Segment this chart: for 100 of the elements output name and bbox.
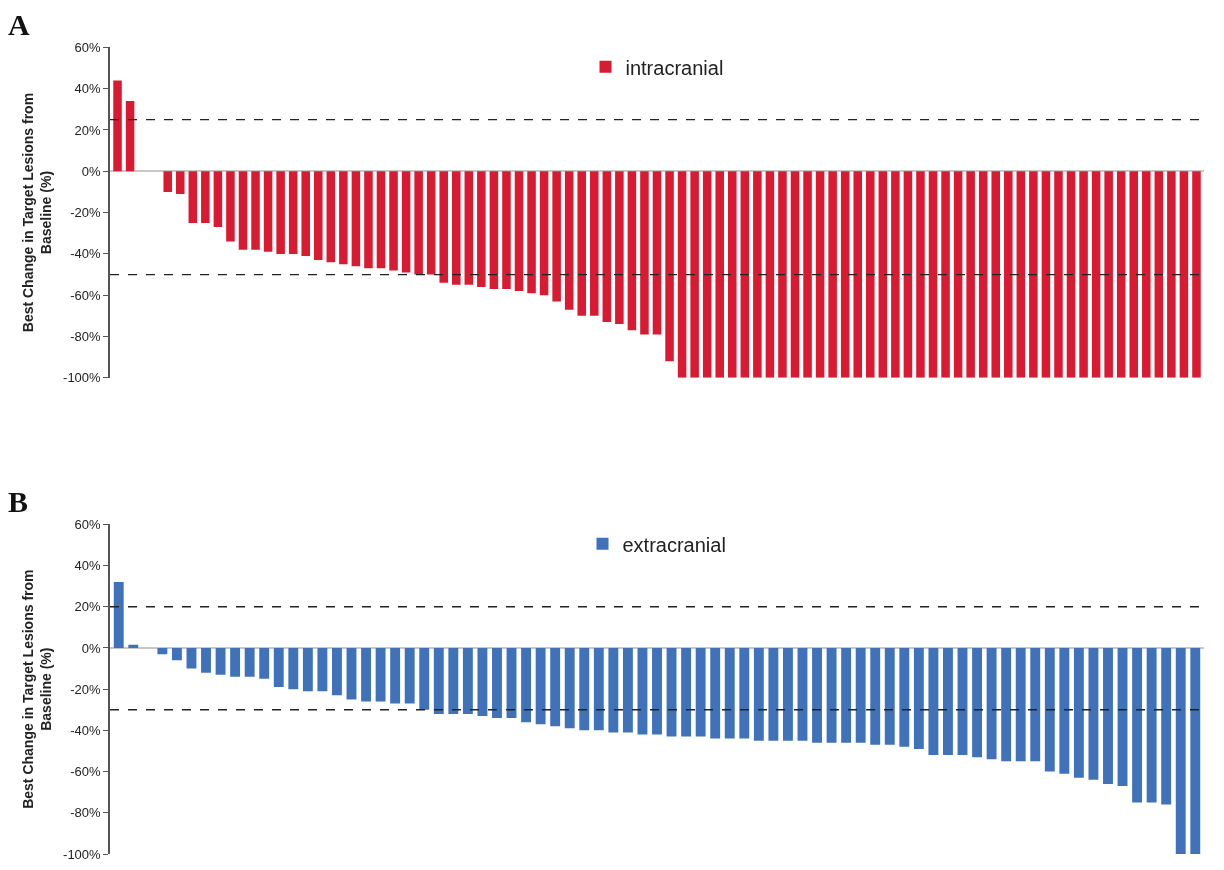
bar (812, 647, 822, 743)
bar (627, 171, 637, 331)
bar (1175, 647, 1186, 854)
bar (768, 647, 779, 741)
bar (841, 647, 852, 743)
bar (452, 171, 461, 285)
bar (288, 171, 298, 254)
bar (550, 647, 561, 727)
bar (1029, 171, 1038, 378)
bar (991, 171, 1000, 378)
bar (113, 582, 124, 648)
bar (1073, 647, 1084, 778)
bar (724, 647, 735, 739)
bar (462, 647, 473, 714)
bar (1146, 647, 1157, 803)
bar (276, 171, 285, 254)
bar (899, 647, 910, 747)
bar (652, 647, 662, 735)
bar (230, 647, 241, 677)
bar (339, 171, 348, 265)
bar (826, 647, 837, 743)
bar (514, 171, 524, 292)
bar (579, 647, 590, 731)
bar (273, 647, 284, 688)
bar (1103, 647, 1113, 784)
bar (702, 171, 712, 378)
bar (364, 171, 373, 269)
bar (419, 647, 430, 710)
bar (389, 171, 398, 271)
bar (1161, 647, 1172, 805)
bar (884, 647, 895, 745)
bar (1016, 171, 1026, 378)
y-tick-label: 0% (81, 640, 102, 656)
bar (972, 647, 982, 758)
bar (1041, 171, 1051, 378)
bar (577, 171, 586, 316)
bar (753, 647, 764, 741)
bar (715, 171, 724, 378)
y-tick-label: 40% (74, 81, 102, 97)
legend-label: extracranial (622, 533, 726, 556)
bar (1001, 647, 1012, 762)
y-tick-label: -100% (63, 370, 102, 386)
bar (815, 171, 825, 378)
bar (957, 647, 968, 756)
y-tick-label: -100% (63, 846, 102, 862)
bar (828, 171, 837, 378)
bar (477, 171, 486, 287)
bar (527, 171, 536, 294)
bar (375, 647, 386, 702)
bar (226, 171, 235, 242)
y-tick-label: -60% (70, 764, 102, 780)
bar (753, 171, 762, 378)
bar (797, 647, 808, 741)
bar (681, 647, 692, 737)
bar (790, 171, 800, 378)
bar (1129, 171, 1139, 378)
bar (666, 647, 677, 737)
bar (943, 647, 953, 756)
bar (740, 171, 750, 378)
bar (502, 171, 511, 289)
bar (301, 171, 310, 256)
bar (433, 647, 444, 714)
bar (1179, 171, 1189, 378)
y-tick-label: 0% (81, 163, 102, 179)
bar (928, 647, 939, 756)
bar (326, 171, 336, 263)
y-tick-label: -80% (70, 805, 102, 821)
bar (238, 171, 248, 250)
bar (622, 647, 633, 733)
bar (157, 647, 168, 655)
bar (870, 647, 881, 745)
bar (201, 171, 210, 223)
bar (1015, 647, 1026, 762)
y-tick-label: -80% (70, 329, 102, 345)
bar (314, 171, 323, 261)
bar (853, 171, 862, 378)
bar (640, 171, 649, 335)
bar (690, 171, 699, 378)
bar (593, 647, 604, 731)
bar (564, 647, 575, 729)
bar (489, 171, 499, 289)
bar (288, 647, 299, 690)
bar (426, 171, 436, 275)
bar (966, 171, 975, 378)
bar (778, 171, 787, 378)
bar (608, 647, 619, 733)
bar (928, 171, 938, 378)
bar (390, 647, 401, 704)
bar (163, 171, 172, 192)
bar (492, 647, 502, 719)
bar (1192, 171, 1201, 378)
bar (916, 171, 925, 378)
bar (171, 647, 182, 661)
bar (564, 171, 574, 310)
y-tick-label: -40% (70, 246, 102, 262)
bar (506, 647, 517, 719)
bar (113, 80, 122, 172)
y-axis-title: Best Change in Target Lesions from Baseline (%) (19, 92, 55, 333)
chart-title: A (8, 8, 30, 41)
y-tick-label: -40% (70, 722, 102, 738)
